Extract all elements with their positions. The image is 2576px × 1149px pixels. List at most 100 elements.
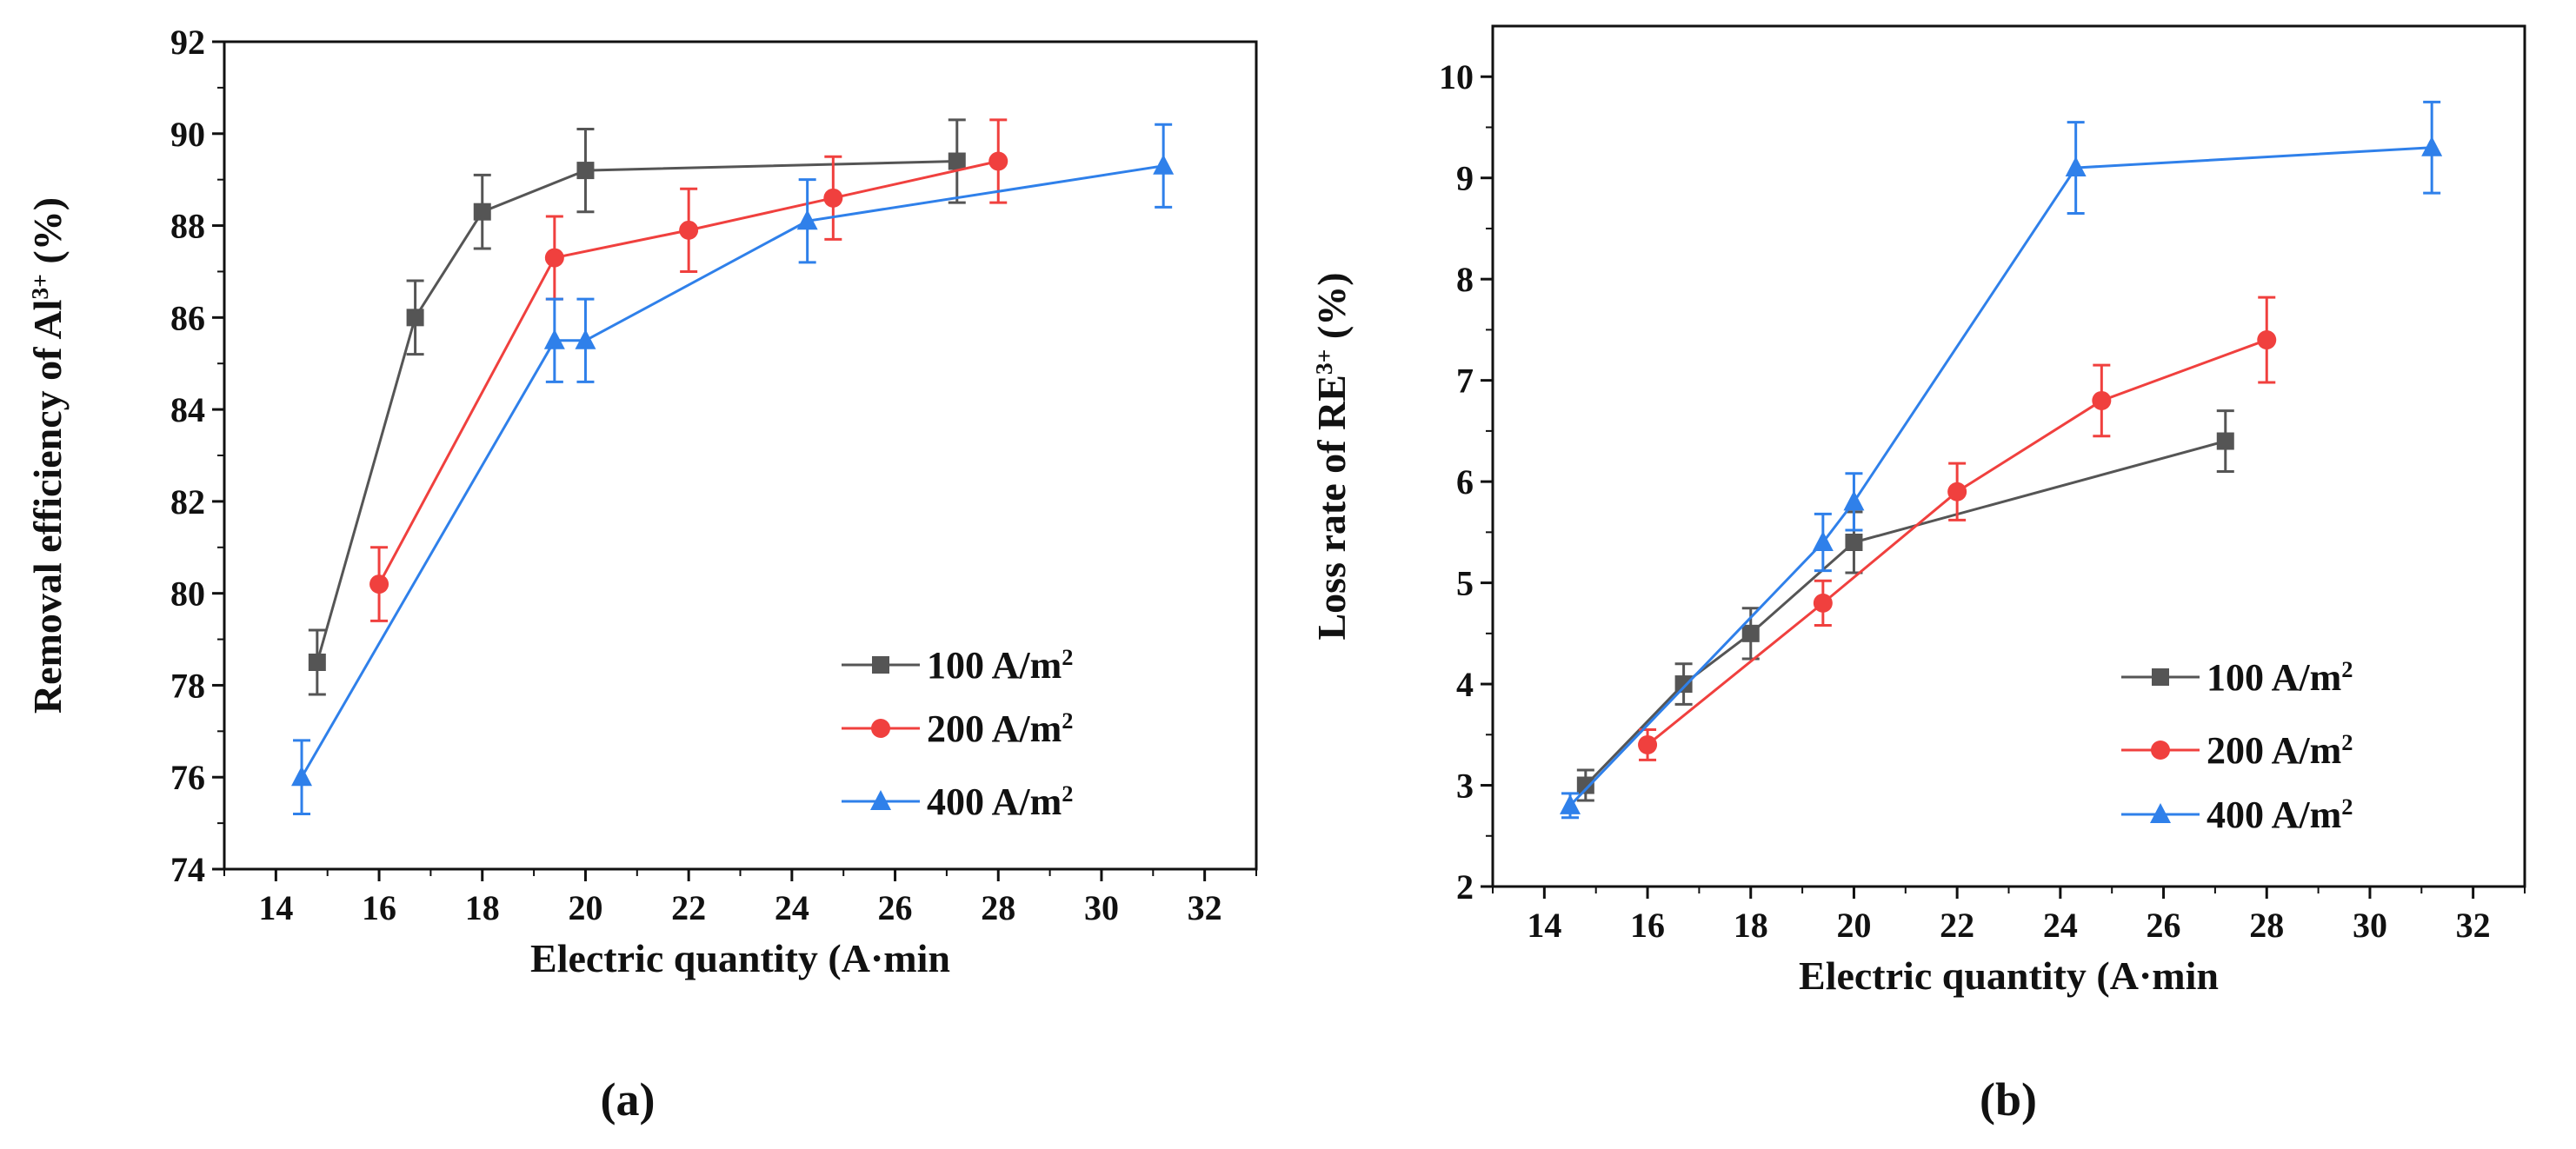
data-point	[406, 309, 424, 327]
y-tick-label: 4	[1456, 665, 1474, 704]
data-point	[1947, 482, 1967, 501]
legend-label: 200 A/m2	[927, 707, 1073, 750]
y-tick-label: 6	[1456, 462, 1474, 501]
y-tick-label: 78	[170, 666, 205, 705]
series-line	[1647, 338, 2267, 747]
x-tick-label: 30	[1084, 888, 1119, 927]
data-point	[1845, 534, 1863, 551]
x-tick-label: 16	[362, 888, 396, 927]
legend-marker	[872, 656, 889, 674]
x-tick-label: 22	[671, 888, 706, 927]
x-tick-label: 20	[1836, 906, 1871, 945]
y-tick-label: 84	[170, 390, 205, 429]
x-tick-label: 22	[1940, 906, 1974, 945]
data-point	[369, 574, 389, 594]
data-point	[543, 329, 565, 349]
x-tick-label: 18	[1734, 906, 1768, 945]
legend-label: 400 A/m2	[2207, 794, 2353, 836]
series-400	[291, 123, 1175, 816]
data-point	[823, 188, 843, 208]
data-point	[1638, 734, 1658, 754]
chart-panel-a: 14 16 18 20 22 24 26 28 30 32 74 76 78 80 82 84 86 88 90 92…	[25, 23, 1258, 1126]
legend-marker	[2150, 803, 2171, 823]
data-point	[1153, 154, 1175, 175]
y-tick-label: 82	[170, 482, 205, 521]
data-point	[1843, 490, 1865, 511]
y-tick-label: 90	[170, 115, 205, 154]
data-point	[544, 248, 564, 268]
data-point	[308, 654, 326, 671]
x-axis-title: Electric quantity (A·min	[530, 936, 950, 980]
y-tick-label: 92	[170, 23, 205, 62]
y-tick-label: 74	[170, 850, 205, 889]
legend-item: 100 A/m2	[842, 644, 1073, 687]
data-point	[1560, 794, 1581, 814]
series-line	[1584, 440, 2227, 787]
data-point	[576, 162, 595, 180]
legend-label: 200 A/m2	[2207, 729, 2353, 772]
data-point	[2065, 156, 2087, 177]
data-point	[988, 151, 1008, 171]
series-100	[1576, 409, 2234, 802]
series-200	[1638, 296, 2277, 761]
legend-item: 200 A/m2	[842, 707, 1073, 750]
y-tick-label: 2	[1456, 867, 1474, 907]
x-tick-label: 20	[568, 888, 602, 927]
data-point	[291, 766, 313, 787]
x-tick-label: 18	[465, 888, 500, 927]
data-point	[2421, 136, 2443, 156]
y-tick-label: 10	[1439, 57, 1474, 96]
x-tick-label: 24	[775, 888, 809, 927]
x-tick-label: 28	[2249, 906, 2284, 945]
y-tick-label: 76	[170, 758, 205, 797]
x-tick-label: 28	[981, 888, 1015, 927]
y-tick-label: 8	[1456, 260, 1474, 299]
data-point	[948, 152, 966, 170]
legend-marker	[2152, 668, 2169, 686]
x-tick-label: 16	[1630, 906, 1665, 945]
y-axis-title: Loss rate of RE3+ (%)	[1309, 272, 1354, 640]
data-point	[2092, 390, 2112, 410]
y-tick-label: 86	[170, 298, 205, 337]
chart-panel-b: 14 16 18 20 22 24 26 28 30 32 2 3 4 5 6 7 8 9 10 Electric q…	[1309, 24, 2526, 1126]
y-tick-label: 88	[170, 207, 205, 246]
y-tick-label: 5	[1456, 564, 1474, 603]
series-line	[1568, 146, 2433, 807]
x-tick-label: 26	[878, 888, 913, 927]
data-point	[1812, 531, 1834, 551]
y-tick-label: 80	[170, 574, 205, 614]
series-400	[1560, 100, 2443, 820]
legend-label: 400 A/m2	[927, 780, 1073, 823]
legend-item: 100 A/m2	[2121, 656, 2353, 699]
x-tick-label: 32	[1188, 888, 1222, 927]
x-tick-label: 14	[258, 888, 293, 927]
data-point	[2216, 432, 2234, 450]
x-tick-label: 32	[2456, 906, 2491, 945]
y-tick-label: 3	[1456, 767, 1474, 806]
data-point	[679, 220, 699, 240]
series-200	[369, 118, 1008, 622]
data-point	[2257, 330, 2277, 350]
series-100	[308, 118, 966, 696]
legend-marker	[871, 719, 890, 738]
y-axis-title: Removal efficiency of Al3+ (%)	[25, 197, 70, 714]
data-point	[1741, 624, 1760, 642]
legend-item: 400 A/m2	[842, 780, 1073, 823]
x-tick-label: 26	[2147, 906, 2181, 945]
y-tick-label: 9	[1456, 159, 1474, 198]
legend-marker	[870, 790, 891, 810]
panel-label: (a)	[601, 1073, 656, 1126]
panel-label: (b)	[1980, 1073, 2037, 1126]
legend-item: 400 A/m2	[2121, 794, 2353, 836]
data-point	[473, 203, 491, 221]
legend-label: 100 A/m2	[927, 644, 1073, 687]
data-point	[796, 209, 818, 230]
legend-marker	[2151, 741, 2170, 760]
x-tick-label: 24	[2043, 906, 2078, 945]
data-point	[1813, 593, 1833, 613]
x-tick-label: 30	[2353, 906, 2387, 945]
data-point	[575, 329, 596, 349]
y-tick-label: 7	[1456, 362, 1474, 401]
